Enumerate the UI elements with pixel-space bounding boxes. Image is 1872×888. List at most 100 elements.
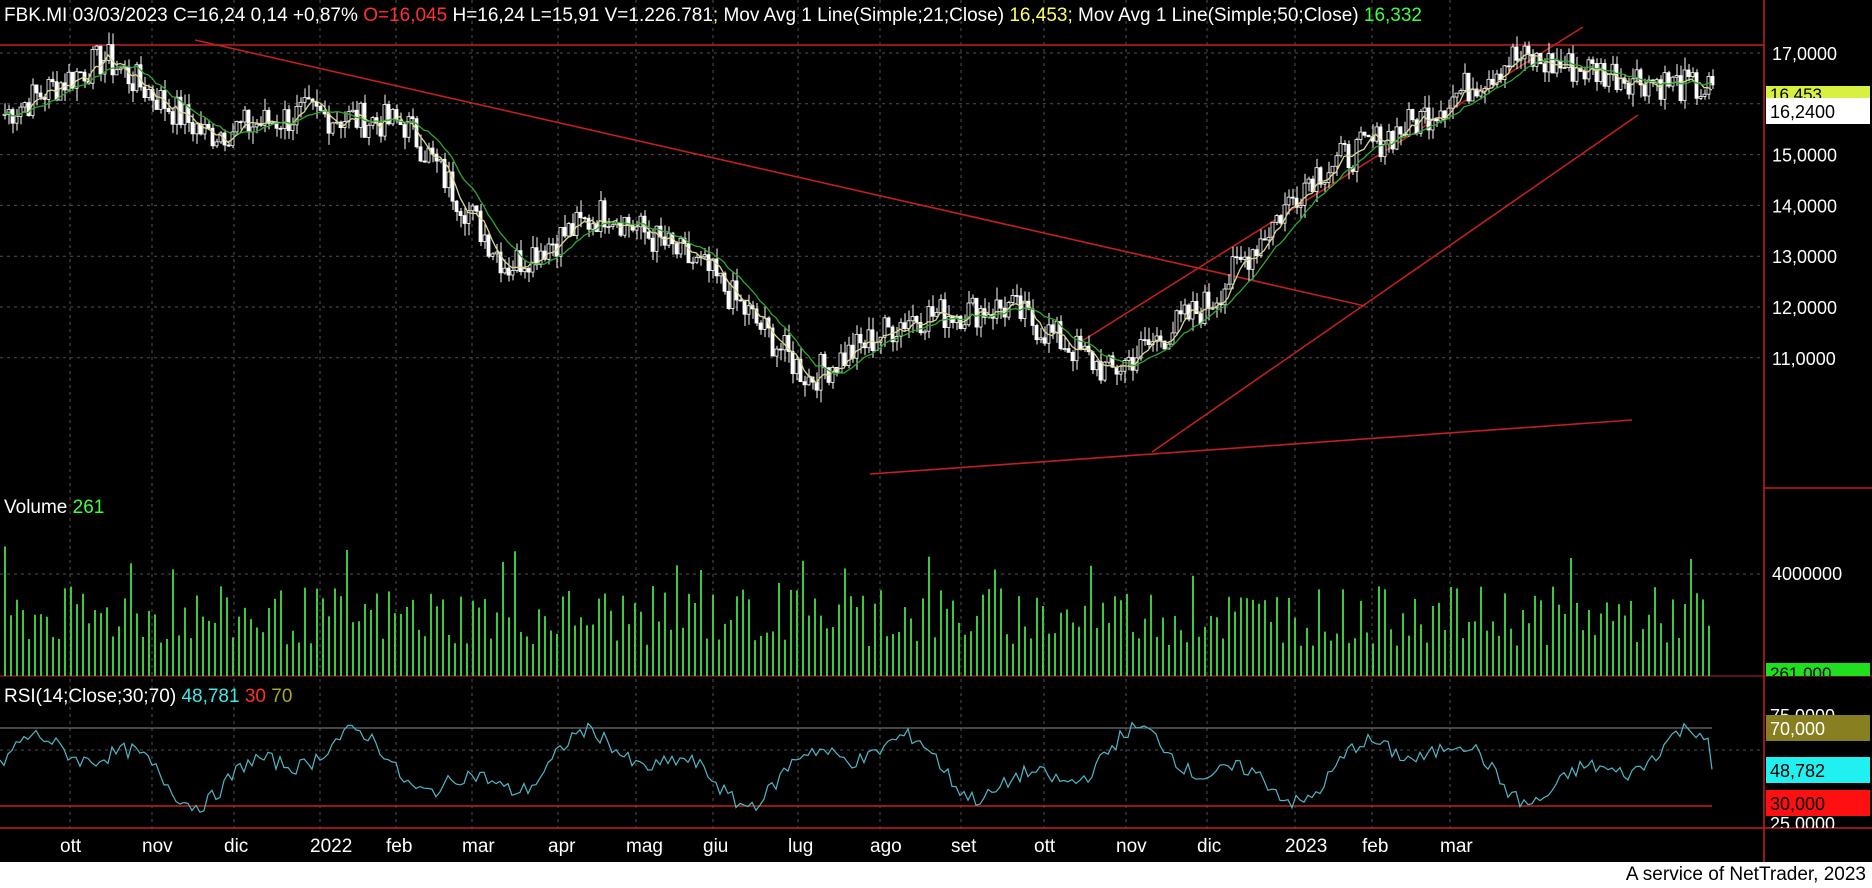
ma50-value: 16,332 (1363, 5, 1423, 26)
volume-bar (1234, 611, 1236, 676)
candle (910, 304, 915, 333)
candle (1050, 319, 1055, 340)
candle (482, 223, 487, 249)
volume-bar (346, 549, 348, 676)
candle (598, 190, 603, 238)
volume-bar (580, 617, 582, 676)
candle (882, 314, 887, 347)
volume-bar (1042, 606, 1044, 676)
candle (130, 71, 135, 103)
volume-bar (808, 615, 810, 676)
volume-bar (172, 569, 174, 676)
candle (498, 242, 503, 283)
x-tick-label: lug (788, 836, 813, 857)
candle (1034, 323, 1039, 345)
volume-bar (1120, 600, 1122, 676)
volume-bar (1666, 642, 1668, 676)
volume-bar (418, 629, 420, 676)
volume-bar (256, 627, 258, 676)
volume-bar (550, 630, 552, 676)
volume-bar (232, 637, 234, 676)
candle (390, 107, 395, 127)
volume-bar (676, 565, 678, 676)
candle (998, 299, 1003, 320)
volume-bar (1462, 638, 1464, 676)
candle (218, 131, 223, 144)
price-tick-label: 15,0000 (1772, 146, 1837, 166)
volume-bar (640, 611, 642, 676)
candle (454, 199, 459, 221)
volume-bar (970, 631, 972, 676)
volume-label: Volume (4, 497, 68, 518)
volume-bar (730, 620, 732, 676)
volume-bar (328, 616, 330, 676)
candle (1482, 86, 1487, 104)
volume-bar (76, 604, 78, 676)
volume-bar (1192, 575, 1194, 676)
volume-bar (820, 615, 822, 676)
volume-bar (1492, 621, 1494, 676)
candle (1378, 123, 1383, 162)
volume-bar (1270, 621, 1272, 676)
candle (1434, 118, 1439, 127)
volume-bar (772, 631, 774, 676)
volume-bar (736, 596, 738, 676)
volume-bar (424, 636, 426, 676)
footer-bar: A service of NetTrader, 2023 (0, 862, 1872, 888)
volume-bar (1702, 599, 1704, 676)
volume-bar (100, 613, 102, 676)
candle (510, 260, 515, 281)
volume-bar (1138, 638, 1140, 676)
candle (506, 257, 511, 282)
volume-bar (298, 642, 300, 676)
candle (566, 221, 571, 237)
volume-bar (628, 624, 630, 676)
candle (1322, 181, 1327, 192)
volume-bar (220, 586, 222, 676)
candle (1194, 293, 1199, 315)
candle (1094, 359, 1099, 377)
volume-bar (244, 607, 246, 676)
candle (1354, 137, 1359, 183)
volume-bar (1144, 618, 1146, 676)
candle (478, 203, 483, 246)
candle (462, 207, 467, 236)
volume-bar (574, 625, 576, 676)
volume-bar (526, 636, 528, 676)
volume-bar (166, 638, 168, 676)
candle (422, 150, 427, 163)
volume-bar (274, 598, 276, 676)
candle (1038, 327, 1043, 344)
volume-bar (922, 598, 924, 676)
rsi-panel-label: RSI(14;Close;30;70) 48,781 30 70 (4, 686, 292, 708)
candle (1678, 65, 1683, 104)
volume-bar (280, 590, 282, 676)
volume-bar (1090, 565, 1092, 676)
volume-bar (910, 618, 912, 676)
rsi-value-badge (1766, 757, 1870, 783)
volume-bar (862, 595, 864, 676)
price-tick-label: 13,0000 (1772, 247, 1837, 267)
x-tick-label: set (951, 836, 977, 857)
candle (378, 116, 383, 143)
x-tick-label: dic (1197, 836, 1221, 857)
volume-axis-tick: 4000000 (1772, 564, 1842, 584)
volume-bar (1012, 643, 1014, 676)
candle (1182, 298, 1187, 321)
candle (350, 101, 355, 113)
candle (1022, 291, 1027, 328)
volume-bar (1240, 597, 1242, 676)
x-tick-label: giu (703, 836, 728, 857)
candle (210, 123, 215, 149)
volume-bar (1564, 613, 1566, 676)
volume-bar (400, 614, 402, 676)
volume-bar (1690, 558, 1692, 676)
volume-bar (610, 610, 612, 676)
volume-bar (916, 641, 918, 676)
close-value: C=16,24 (173, 5, 246, 26)
volume-bar (160, 642, 162, 676)
x-tick-label: ago (870, 836, 902, 857)
candle (694, 254, 699, 265)
candle (466, 202, 471, 236)
volume-bar (184, 607, 186, 676)
